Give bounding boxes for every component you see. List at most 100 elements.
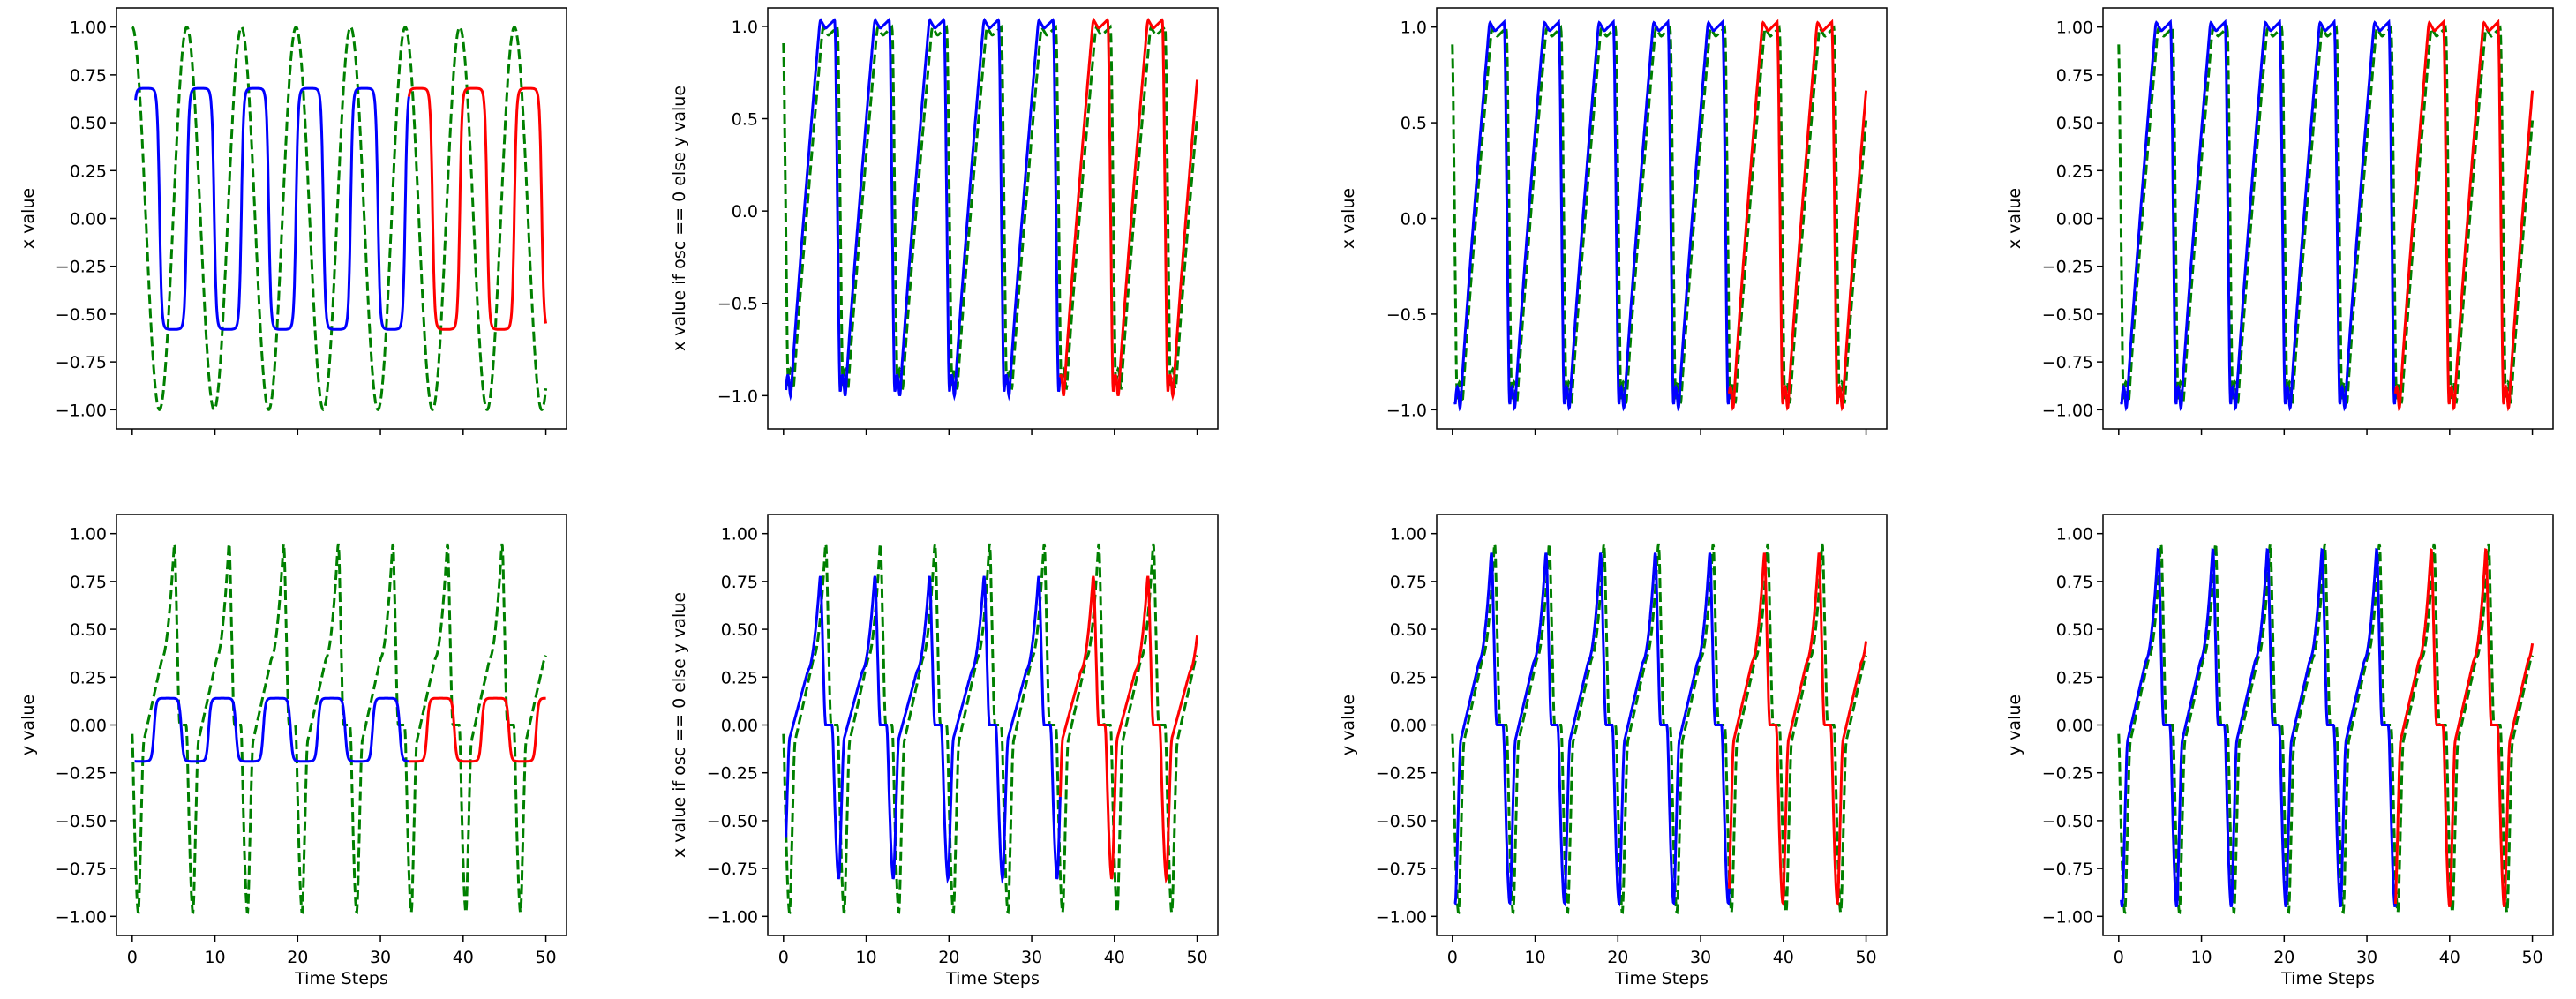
y-tick-label: 0.0	[1401, 210, 1427, 229]
series-model-forecast-line	[407, 86, 548, 331]
y-axis-label: x value	[1339, 188, 1358, 249]
x-tick-label: 40	[453, 948, 474, 967]
x-tick-label: 20	[287, 948, 308, 967]
y-tick-label: −0.25	[56, 258, 107, 277]
y-tick-label: −1.00	[2042, 907, 2093, 927]
y-tick-label: −0.50	[1376, 812, 1427, 831]
y-tick-label: −0.50	[707, 812, 758, 831]
series-model-fit-line	[785, 575, 1062, 884]
y-tick-label: 0.50	[70, 114, 107, 133]
y-tick-label: 0.50	[1390, 620, 1427, 640]
y-tick-label: −0.25	[707, 764, 758, 784]
subplot-row2-col1: −1.00 −0.75 −0.50 −0.25 0.00 0.25 0.50 0.75 1.00…	[19, 514, 567, 988]
subplot-row2-col3: −1.00 −0.75 −0.50 −0.25 0.00 0.25 0.50 0.75 1.00…	[1339, 514, 1888, 988]
x-tick-label: 10	[1524, 948, 1545, 967]
x-tick-label: 10	[2190, 948, 2212, 967]
x-axis-label: Time Steps	[1614, 969, 1709, 988]
y-tick-label: −1.00	[707, 907, 758, 927]
subplot-row1-col1: −1.00 −0.75 −0.50 −0.25 0.00 0.25 0.50 0.75 1.00…	[19, 7, 567, 435]
axes-frame	[767, 7, 1219, 430]
plot-area	[2117, 543, 2535, 914]
x-axis-label: Time Steps	[945, 969, 1040, 988]
y-tick-label: 1.00	[721, 525, 758, 545]
y-tick-label: −0.50	[2042, 305, 2093, 325]
y-tick-label: 1.00	[2056, 525, 2093, 545]
y-tick-label: −0.50	[56, 305, 107, 325]
series-model-fit-line	[134, 86, 410, 331]
y-tick-label: −1.00	[56, 907, 107, 927]
x-axis-label: Time Steps	[2280, 969, 2375, 988]
y-tick-label: −0.75	[2042, 353, 2093, 372]
x-tick-label: 50	[535, 948, 556, 967]
series-model-forecast-line	[1727, 19, 1868, 412]
y-tick-label: −1.00	[56, 401, 107, 420]
subplot-row2-col2: −1.00 −0.75 −0.50 −0.25 0.00 0.25 0.50 0.75 1.00…	[670, 514, 1219, 988]
y-tick-label: 0.00	[1390, 717, 1427, 736]
x-tick-label: 0	[2114, 948, 2124, 967]
plot-area	[782, 17, 1199, 402]
series-model-forecast-line	[2393, 547, 2535, 908]
axes-frame	[116, 7, 567, 430]
y-tick-label: 1.00	[2056, 19, 2093, 38]
x-tick-label: 20	[2273, 948, 2294, 967]
series-ground-truth-line	[2117, 24, 2535, 404]
y-tick-label: 0.25	[70, 668, 107, 687]
y-tick-label: 1.00	[70, 525, 107, 545]
y-axis-label: y value	[2005, 695, 2024, 755]
y-tick-label: 0.25	[1390, 668, 1427, 687]
y-tick-label: −0.50	[56, 812, 107, 831]
y-tick-label: 0.00	[70, 210, 107, 229]
series-model-fit-line	[785, 17, 1062, 402]
series-model-forecast-line	[409, 696, 546, 763]
y-tick-label: −1.00	[1376, 907, 1427, 927]
y-tick-label: −0.75	[1376, 860, 1427, 879]
x-tick-label: 50	[1186, 948, 1207, 967]
y-tick-label: −0.75	[56, 860, 107, 879]
subplot-row2-col4: −1.00 −0.75 −0.50 −0.25 0.00 0.25 0.50 0.75 1.00…	[2005, 514, 2554, 988]
y-tick-label: −0.5	[1386, 305, 1427, 325]
y-tick-label: 0.0	[732, 202, 758, 222]
y-axis-label: y value	[1339, 695, 1358, 755]
y-axis-label: x value if osc == 0 else y value	[670, 86, 689, 351]
x-tick-label: 30	[1690, 948, 1711, 967]
series-model-forecast-line	[1058, 17, 1199, 402]
y-tick-label: −0.25	[2042, 764, 2093, 784]
y-tick-label: 0.5	[1401, 114, 1427, 133]
y-tick-label: −0.75	[707, 860, 758, 879]
y-tick-label: −1.0	[717, 387, 758, 406]
x-tick-label: 30	[2356, 948, 2377, 967]
y-tick-label: 0.75	[2056, 573, 2093, 592]
y-axis-label: x value	[19, 188, 38, 249]
y-axis-label: y value	[19, 695, 38, 755]
series-model-forecast-line	[2393, 19, 2535, 412]
x-tick-label: 0	[1447, 948, 1458, 967]
x-tick-label: 40	[1773, 948, 1794, 967]
x-tick-label: 30	[1021, 948, 1042, 967]
y-tick-label: 0.5	[732, 110, 758, 130]
plot-area	[131, 26, 548, 411]
y-tick-label: 0.00	[2056, 717, 2093, 736]
y-tick-label: 1.0	[1401, 19, 1427, 38]
y-tick-label: −0.50	[2042, 812, 2093, 831]
y-tick-label: 1.00	[1390, 525, 1427, 545]
plot-area	[2117, 19, 2535, 412]
series-ground-truth-line	[1451, 24, 1868, 404]
series-model-fit-line	[134, 696, 409, 763]
series-ground-truth-line	[1451, 543, 1867, 914]
y-tick-label: 0.50	[721, 620, 758, 640]
y-tick-label: −0.25	[2042, 258, 2093, 277]
y-tick-label: 0.00	[721, 717, 758, 736]
x-tick-label: 40	[2439, 948, 2460, 967]
y-tick-label: −0.25	[1376, 764, 1427, 784]
series-model-fit-line	[1453, 552, 1731, 907]
x-tick-label: 20	[938, 948, 959, 967]
y-tick-label: 0.75	[70, 66, 107, 86]
x-tick-label: 0	[127, 948, 138, 967]
y-tick-label: −0.75	[2042, 860, 2093, 879]
subplot-row1-col4: −1.00 −0.75 −0.50 −0.25 0.00 0.25 0.50 0.75 1.00…	[2005, 7, 2554, 435]
x-axis-label: Time Steps	[294, 969, 388, 988]
y-tick-label: 1.00	[70, 19, 107, 38]
y-axis-label: x value	[2005, 188, 2024, 249]
x-tick-label: 30	[370, 948, 391, 967]
